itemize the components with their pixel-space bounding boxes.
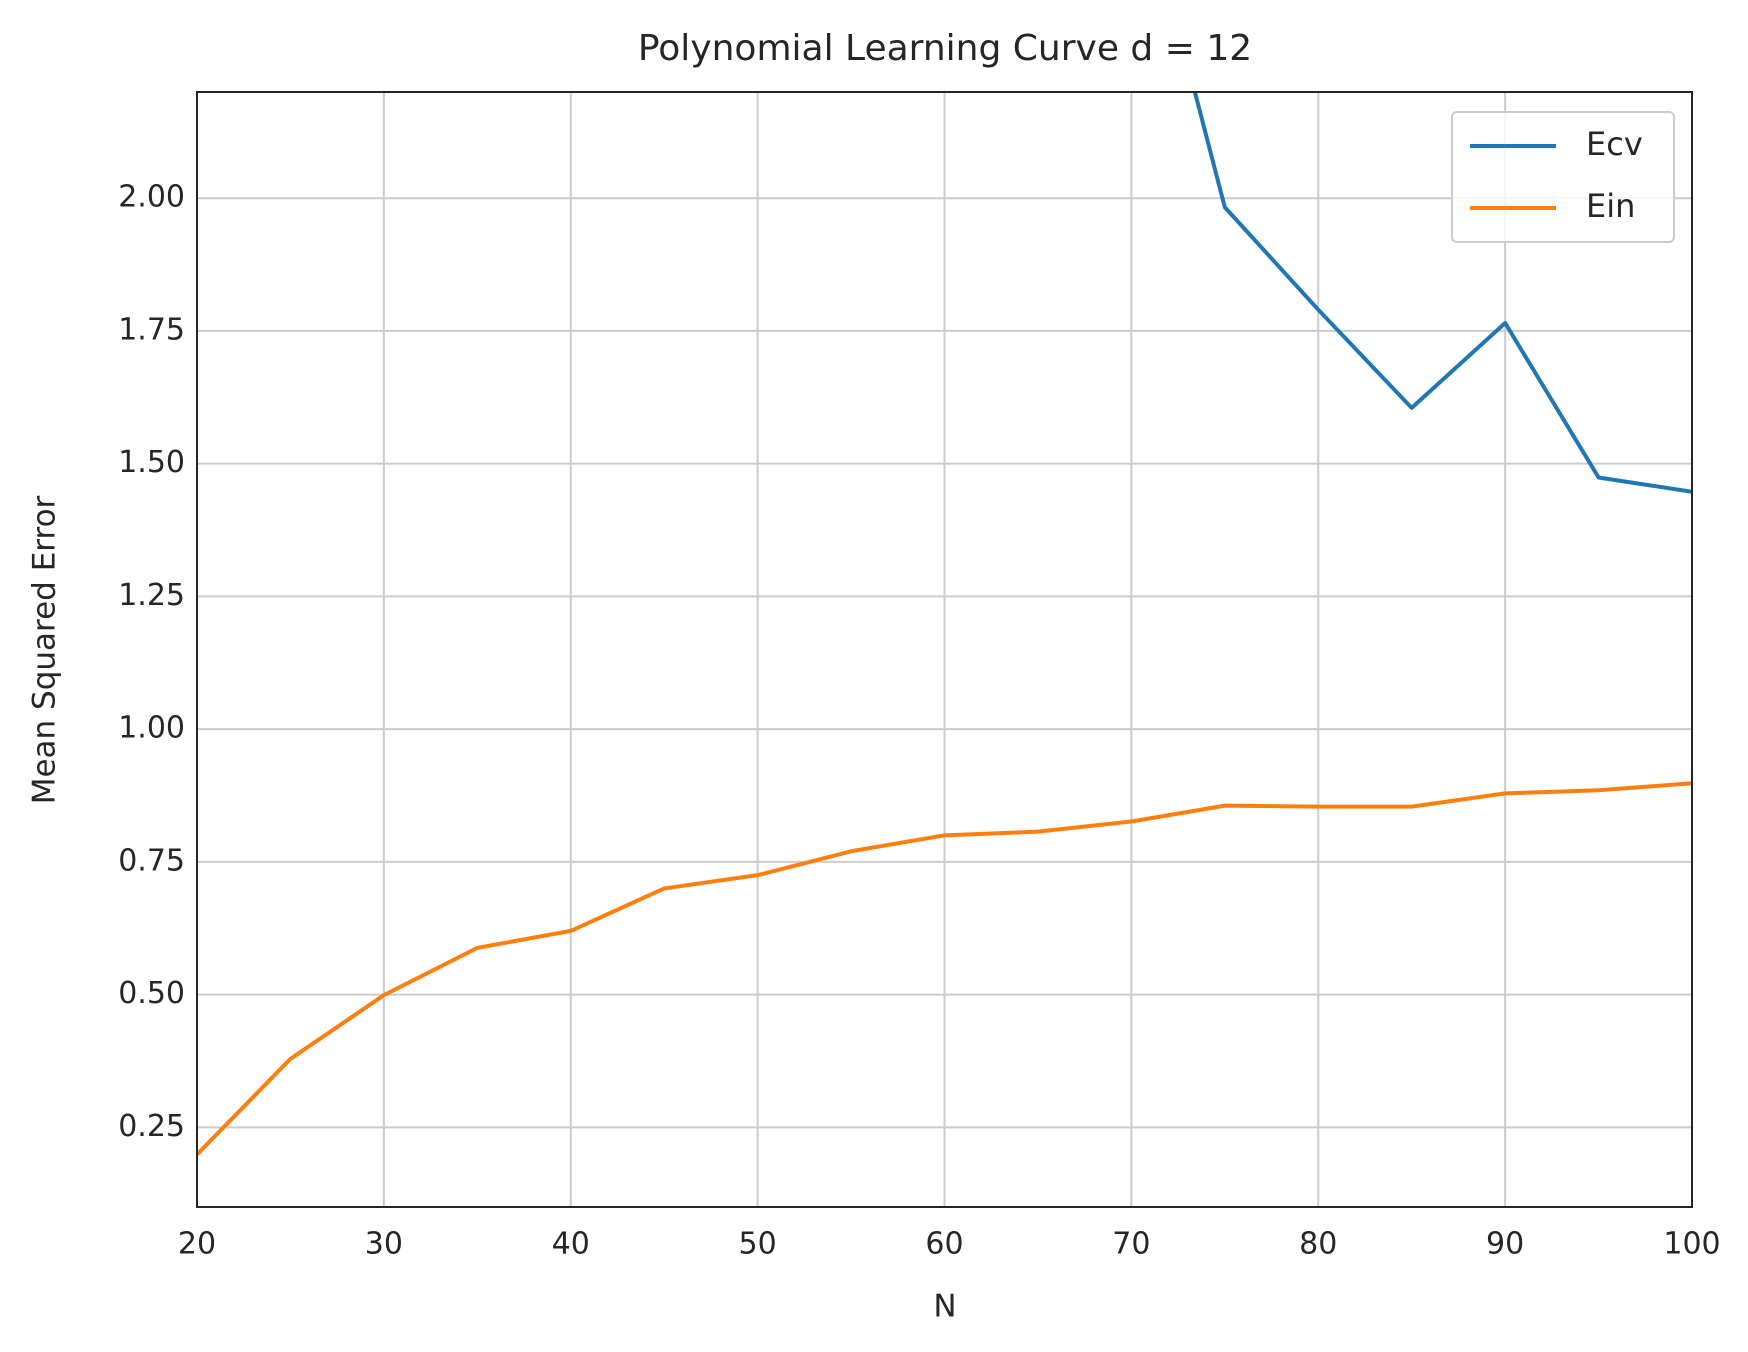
y-tick-label: 1.50 [118, 445, 185, 480]
x-tick-label: 90 [1486, 1227, 1524, 1262]
data-line [197, 781, 1692, 1156]
y-tick-label: 0.25 [118, 1109, 185, 1144]
plot-lines [197, 92, 1692, 1156]
x-tick-label: 40 [552, 1227, 590, 1262]
x-tick-label: 70 [1112, 1227, 1150, 1262]
y-tick-label: 1.00 [118, 711, 185, 746]
y-axis-label: Mean Squared Error [27, 495, 63, 804]
y-tick-label: 0.75 [118, 843, 185, 878]
x-tick-label: 30 [365, 1227, 403, 1262]
data-line [1192, 92, 1692, 494]
y-tick-label: 1.25 [118, 578, 185, 613]
x-tick-label: 80 [1299, 1227, 1337, 1262]
legend-label: Ecv [1586, 125, 1643, 163]
chart-title: Polynomial Learning Curve d = 12 [638, 28, 1252, 69]
plot-frame [196, 91, 1693, 1208]
x-axis-label: N [933, 1289, 956, 1325]
x-tick-label: 100 [1663, 1227, 1720, 1262]
x-tick-label: 50 [739, 1227, 777, 1262]
x-tick-label: 20 [178, 1227, 216, 1262]
x-tick-label: 60 [925, 1227, 963, 1262]
legend-label: Ein [1586, 187, 1635, 225]
legend: Ecv Ein [1451, 111, 1675, 243]
y-tick-label: 2.00 [118, 180, 185, 215]
y-tick-label: 1.75 [118, 312, 185, 347]
grid [196, 92, 1693, 1207]
y-tick-label: 0.50 [118, 976, 185, 1011]
